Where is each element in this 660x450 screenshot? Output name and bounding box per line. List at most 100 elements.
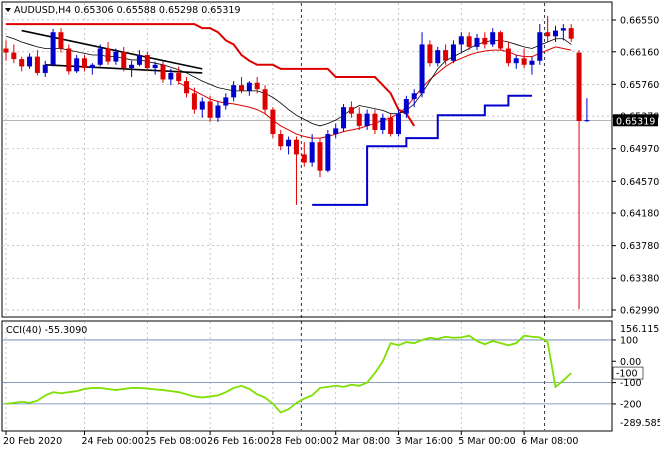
candle-bearish [254,82,260,90]
candle-bearish [576,52,582,122]
candle-bearish [270,109,276,135]
candle-bullish [450,44,456,61]
price-tick-label: 0.63780 [620,241,659,252]
candles [3,15,590,310]
candle-bullish [136,55,142,65]
candle-bullish [97,48,103,65]
cci-axis: 156.1151-289.58531000.00-100-200-100 [612,324,660,429]
candle-bearish [191,93,197,110]
time-tick-label: 26 Feb 16:00 [207,436,269,447]
candle-bullish [286,139,292,147]
candle-bearish [545,32,551,37]
cci-header: CCI(40) -55.3090 [6,325,87,336]
cci-min-label: -289.5853 [620,418,660,429]
cci-level-lines [2,339,612,405]
candle-bullish [380,117,386,130]
cci-current-tag [612,366,644,380]
candle-bearish [482,37,488,45]
candle-bullish [553,30,558,37]
price-tick-label: 0.66160 [620,47,659,58]
main-pane[interactable] [1,1,613,318]
price-tick-label: 0.65760 [620,80,659,91]
time-tick-label: 28 Feb 00:00 [270,436,332,447]
candle-bearish [568,28,574,39]
cci-path [5,334,572,414]
candle-bearish [317,142,323,171]
candle-bearish [427,44,433,64]
candle-bullish [325,134,331,171]
cci-tick-label: 100 [620,335,638,346]
candle-bearish [121,51,127,69]
candle-bearish [82,58,87,69]
time-tick-label: 5 Mar 00:00 [458,436,515,447]
candle-bullish [168,72,174,80]
price-tick-label: 0.64570 [620,177,659,188]
grid-lines [2,3,612,430]
candle-bullish [152,64,158,69]
time-tick-label: 3 Mar 16:00 [396,436,453,447]
candle-bearish [388,117,394,135]
candle-bearish [498,32,504,49]
candle-bearish [443,50,449,61]
candle-bullish [364,113,370,126]
candle-bullish [529,60,535,65]
cci-tick-label: -200 [620,399,642,410]
price-tick-label: 0.62990 [620,306,659,317]
candle-bullish [74,58,80,72]
candle-bullish [223,97,229,106]
time-tick-label: 24 Feb 00:00 [82,436,144,447]
cci-current-label: -100 [616,369,638,380]
time-axis: 20 Feb 2020 24 Feb 00:00 25 Feb 08:00 26 Fe… [3,431,578,447]
candle-bullish [333,128,339,135]
candle-bearish [11,52,17,60]
candle-bearish [160,64,166,80]
candle-bearish [466,36,472,47]
price-tick-label: 0.64970 [620,144,659,155]
time-tick-label: 25 Feb 08:00 [144,436,206,447]
candle-bullish [490,32,496,45]
candle-bullish [474,37,480,47]
candle-bullish [231,85,237,98]
price-tick-label: 0.63380 [620,274,659,285]
candle-bullish [89,64,95,69]
chart-menu-icon[interactable] [5,8,11,12]
svg-text:0.65319: 0.65319 [616,116,655,127]
candle-bearish [176,72,182,82]
candle-bullish [411,93,417,100]
candle-bearish [278,134,284,147]
candle-bullish [341,107,347,129]
cci-max-label: 156.1151 [620,324,660,335]
time-tick-label: 20 Feb 2020 [3,436,62,447]
candle-bullish [435,50,441,64]
candle-bullish [27,56,33,67]
candle-bullish [309,142,315,163]
price-tick-label: 0.66550 [620,16,659,27]
upper-channel-path [6,23,416,127]
time-tick-label: 2 Mar 08:00 [333,436,390,447]
price-tick-label: 0.64180 [620,209,659,220]
candle-bullish [246,82,252,91]
candle-bullish [458,36,464,45]
candle-bearish [372,113,378,130]
candle-bearish [505,48,511,64]
lower-channel-line [312,94,532,206]
candle-bullish [537,32,543,61]
candle-bullish [50,32,56,65]
candle-bearish [66,48,72,72]
candle-bearish [19,59,25,67]
cci-line [5,334,572,414]
candle-bearish [301,154,307,163]
cci-pane[interactable] [1,320,613,432]
candle-bearish [3,48,9,53]
time-tick-label: 6 Mar 08:00 [521,436,578,447]
candle-bullish [113,51,119,62]
current-price-tag: 0.65319 [613,114,658,127]
cci-tick-label: 0.00 [620,357,641,368]
candle-bearish [34,56,40,73]
candle-bullish [199,101,205,110]
candle-bullish [584,120,590,122]
candle-bearish [144,55,150,69]
symbol-header: AUDUSD,H4 0.65306 0.65588 0.65298 0.6531… [14,5,241,16]
candle-bearish [207,101,213,118]
